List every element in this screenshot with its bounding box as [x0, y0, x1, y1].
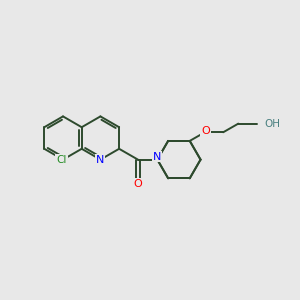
Text: N: N	[153, 152, 161, 162]
Text: N: N	[96, 154, 105, 165]
Text: O: O	[134, 179, 142, 189]
Text: OH: OH	[264, 118, 280, 129]
Text: Cl: Cl	[56, 154, 67, 165]
Text: O: O	[201, 126, 210, 136]
